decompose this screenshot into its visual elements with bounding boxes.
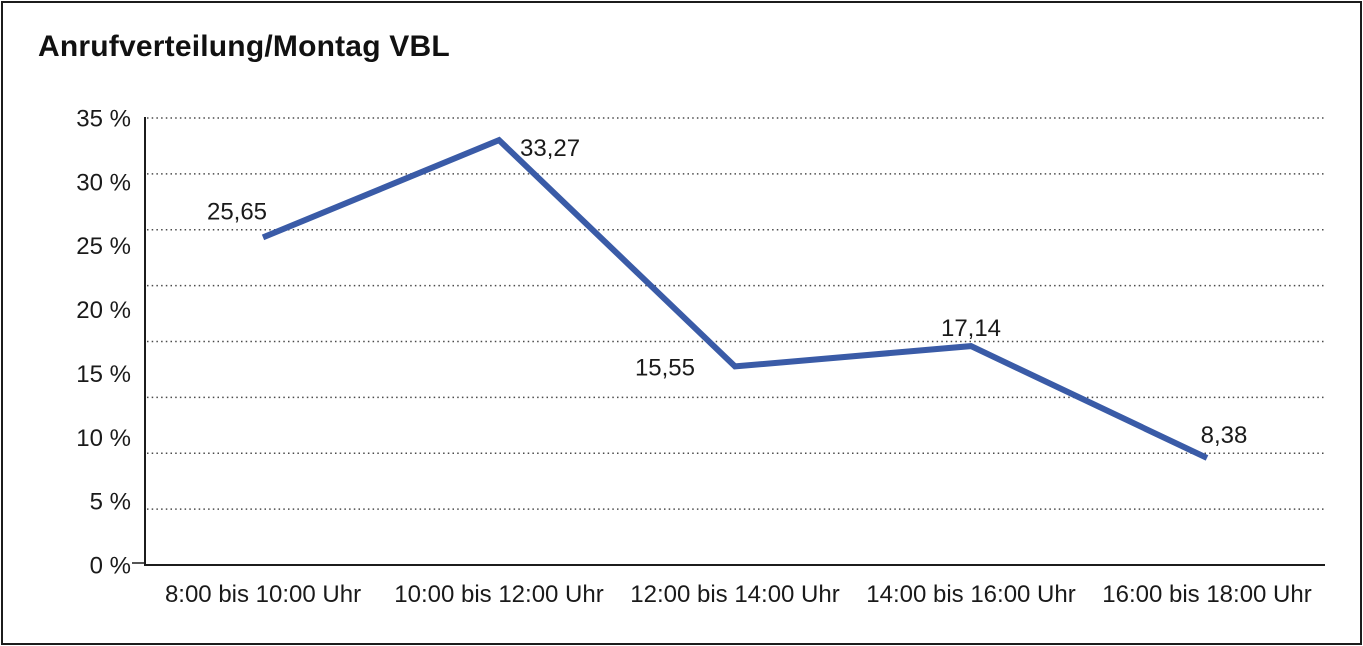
y-tick-label: 35 % (76, 106, 131, 133)
data-point-label: 17,14 (941, 315, 1001, 342)
y-tick-label: 10 % (76, 425, 131, 452)
chart-title: Anrufverteilung/Montag VBL (38, 30, 450, 63)
y-tick-label: 5 % (90, 489, 131, 516)
series-line (261, 136, 1209, 461)
y-tick-label: 25 % (76, 233, 131, 260)
y-tick-label: 20 % (76, 297, 131, 324)
y-tick-label: 15 % (76, 361, 131, 388)
x-category-label: 8:00 bis 10:00 Uhr (165, 581, 361, 608)
x-category-label: 12:00 bis 14:00 Uhr (630, 581, 839, 608)
y-tick-label: 0 % (90, 553, 131, 580)
x-category-label: 16:00 bis 18:00 Uhr (1102, 581, 1311, 608)
data-point-label: 15,55 (635, 354, 695, 381)
data-point-label: 25,65 (207, 198, 267, 225)
data-point-label: 8,38 (1201, 422, 1248, 449)
x-category-label: 10:00 bis 12:00 Uhr (394, 581, 603, 608)
x-category-label: 14:00 bis 16:00 Uhr (866, 581, 1075, 608)
y-tick-label: 30 % (76, 169, 131, 196)
data-point-label: 33,27 (520, 135, 580, 162)
